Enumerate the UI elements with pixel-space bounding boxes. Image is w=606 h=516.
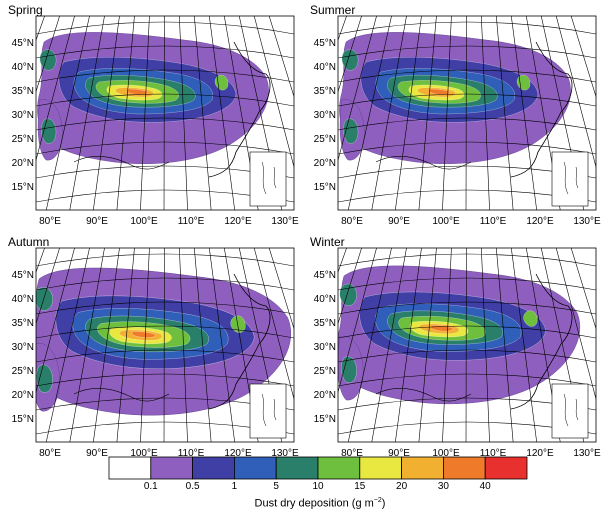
lon-label: 90°E <box>86 448 108 459</box>
lon-label: 80°E <box>341 448 363 459</box>
lon-label: 130°E <box>271 448 299 459</box>
lat-label: 40°N <box>314 62 336 73</box>
lat-label: 30°N <box>12 110 34 121</box>
lon-label: 120°E <box>224 448 252 459</box>
map-svg: Spring 45°N 40°N 35°N 30°N 25°N 20°N 15°N 80°E 90… <box>8 3 299 227</box>
dust-contour <box>36 364 53 393</box>
colorbar-title-text: Dust dry deposition <box>254 497 349 510</box>
colorbar-tick-label: 40 <box>480 481 492 490</box>
lon-label: 90°E <box>388 216 410 227</box>
lon-label: 90°E <box>86 216 108 227</box>
colorbar-bin <box>401 456 444 480</box>
lon-label: 130°E <box>573 216 601 227</box>
lat-label: 35°N <box>314 318 336 329</box>
colorbar-bin <box>150 456 193 480</box>
lat-label: 30°N <box>12 342 34 353</box>
lat-label: 15°N <box>12 414 34 425</box>
colorbar-bin <box>442 456 486 480</box>
lat-label: 35°N <box>314 86 336 97</box>
lat-label: 35°N <box>12 86 34 97</box>
dust-contour <box>523 310 538 327</box>
lon-label: 120°E <box>526 216 554 227</box>
colorbar-tick-label: 0.5 <box>186 481 200 490</box>
panel-title: Winter <box>310 235 345 249</box>
colorbar: 0.1 0.5 1 5 10 15 20 30 40 <box>108 456 528 490</box>
colorbar-tick-label: 10 <box>312 481 324 490</box>
colorbar-bin <box>192 456 235 480</box>
colorbar-unit-close: ) <box>381 497 386 510</box>
lat-label: 25°N <box>12 134 34 145</box>
lat-label: 45°N <box>12 38 34 49</box>
lat-label: 25°N <box>314 134 336 145</box>
lat-label: 45°N <box>314 38 336 49</box>
lon-label: 110°E <box>480 448 507 459</box>
map-svg: Winter 45°N 40°N 35°N 30°N 25°N 20°N 15°N 80°E 90… <box>310 235 601 459</box>
lon-label: 130°E <box>573 448 601 459</box>
colorbar-bin <box>317 456 361 480</box>
panel-title: Summer <box>310 3 355 17</box>
lat-label: 20°N <box>12 390 34 401</box>
lat-label: 15°N <box>314 414 336 425</box>
map-panel-autumn: Autumn 45°N 40°N 35°N 30°N 25°N 20°N 15°N 80°E 90… <box>4 234 301 469</box>
map-panel-summer: Summer 45°N 40°N 35°N 30°N 25°N 20°N 15°N 80°E 90… <box>306 2 603 237</box>
map-panel-spring: Spring 45°N 40°N 35°N 30°N 25°N 20°N 15°N 80°E 90… <box>4 2 301 237</box>
lon-label: 110°E <box>480 216 507 227</box>
colorbar-unit: (g m <box>351 497 374 510</box>
lat-label: 20°N <box>314 158 336 169</box>
dust-contour <box>230 315 246 333</box>
lat-label: 15°N <box>314 182 336 193</box>
colorbar-tick-label: 20 <box>396 481 408 490</box>
colorbar-tick-label: 0.1 <box>144 481 158 490</box>
colorbar-bin <box>275 456 319 480</box>
lon-label: 80°E <box>341 216 363 227</box>
dust-contour <box>131 331 156 338</box>
colorbar-tick-label: 1 <box>232 481 238 490</box>
lat-label: 20°N <box>314 390 336 401</box>
lon-label: 100°E <box>130 448 158 459</box>
colorbar-bin <box>234 456 277 480</box>
lon-label: 120°E <box>224 216 252 227</box>
lat-label: 40°N <box>12 62 34 73</box>
map-panel-winter: Winter 45°N 40°N 35°N 30°N 25°N 20°N 15°N 80°E 90… <box>306 234 603 469</box>
lon-label: 110°E <box>178 448 205 459</box>
colorbar-unit-exponent: −2 <box>373 497 382 504</box>
colorbar-bin <box>108 456 152 480</box>
lat-label: 45°N <box>314 270 336 281</box>
dust-contour <box>339 283 357 307</box>
lat-label: 25°N <box>12 366 34 377</box>
colorbar-title: Dust dry deposition (g m−2) <box>200 497 440 510</box>
lon-label: 100°E <box>432 216 460 227</box>
lon-label: 120°E <box>526 448 554 459</box>
lat-label: 30°N <box>314 342 336 353</box>
lat-label: 25°N <box>314 366 336 377</box>
dust-contour <box>341 356 357 383</box>
map-svg: Summer 45°N 40°N 35°N 30°N 25°N 20°N 15°N 80°E 90… <box>310 3 601 227</box>
lat-label: 30°N <box>314 110 336 121</box>
lat-label: 40°N <box>12 294 34 305</box>
colorbar-tick-label: 15 <box>354 481 366 490</box>
panel-title: Autumn <box>8 235 49 249</box>
lon-label: 130°E <box>271 216 299 227</box>
lat-label: 20°N <box>12 158 34 169</box>
lon-label: 90°E <box>388 448 410 459</box>
lat-label: 15°N <box>12 182 34 193</box>
panel-title: Spring <box>8 3 43 17</box>
colorbar-tick-label: 5 <box>273 481 279 490</box>
lat-label: 35°N <box>12 318 34 329</box>
lon-label: 100°E <box>130 216 158 227</box>
lon-label: 100°E <box>432 448 460 459</box>
lon-label: 80°E <box>39 216 61 227</box>
lat-label: 45°N <box>12 270 34 281</box>
map-svg: Autumn 45°N 40°N 35°N 30°N 25°N 20°N 15°N 80°E 90… <box>8 235 299 459</box>
colorbar-bin <box>484 456 528 480</box>
colorbar-bin <box>359 456 403 480</box>
lat-label: 40°N <box>314 294 336 305</box>
lon-label: 80°E <box>39 448 61 459</box>
lon-label: 110°E <box>178 216 205 227</box>
colorbar-tick-label: 30 <box>438 481 450 490</box>
